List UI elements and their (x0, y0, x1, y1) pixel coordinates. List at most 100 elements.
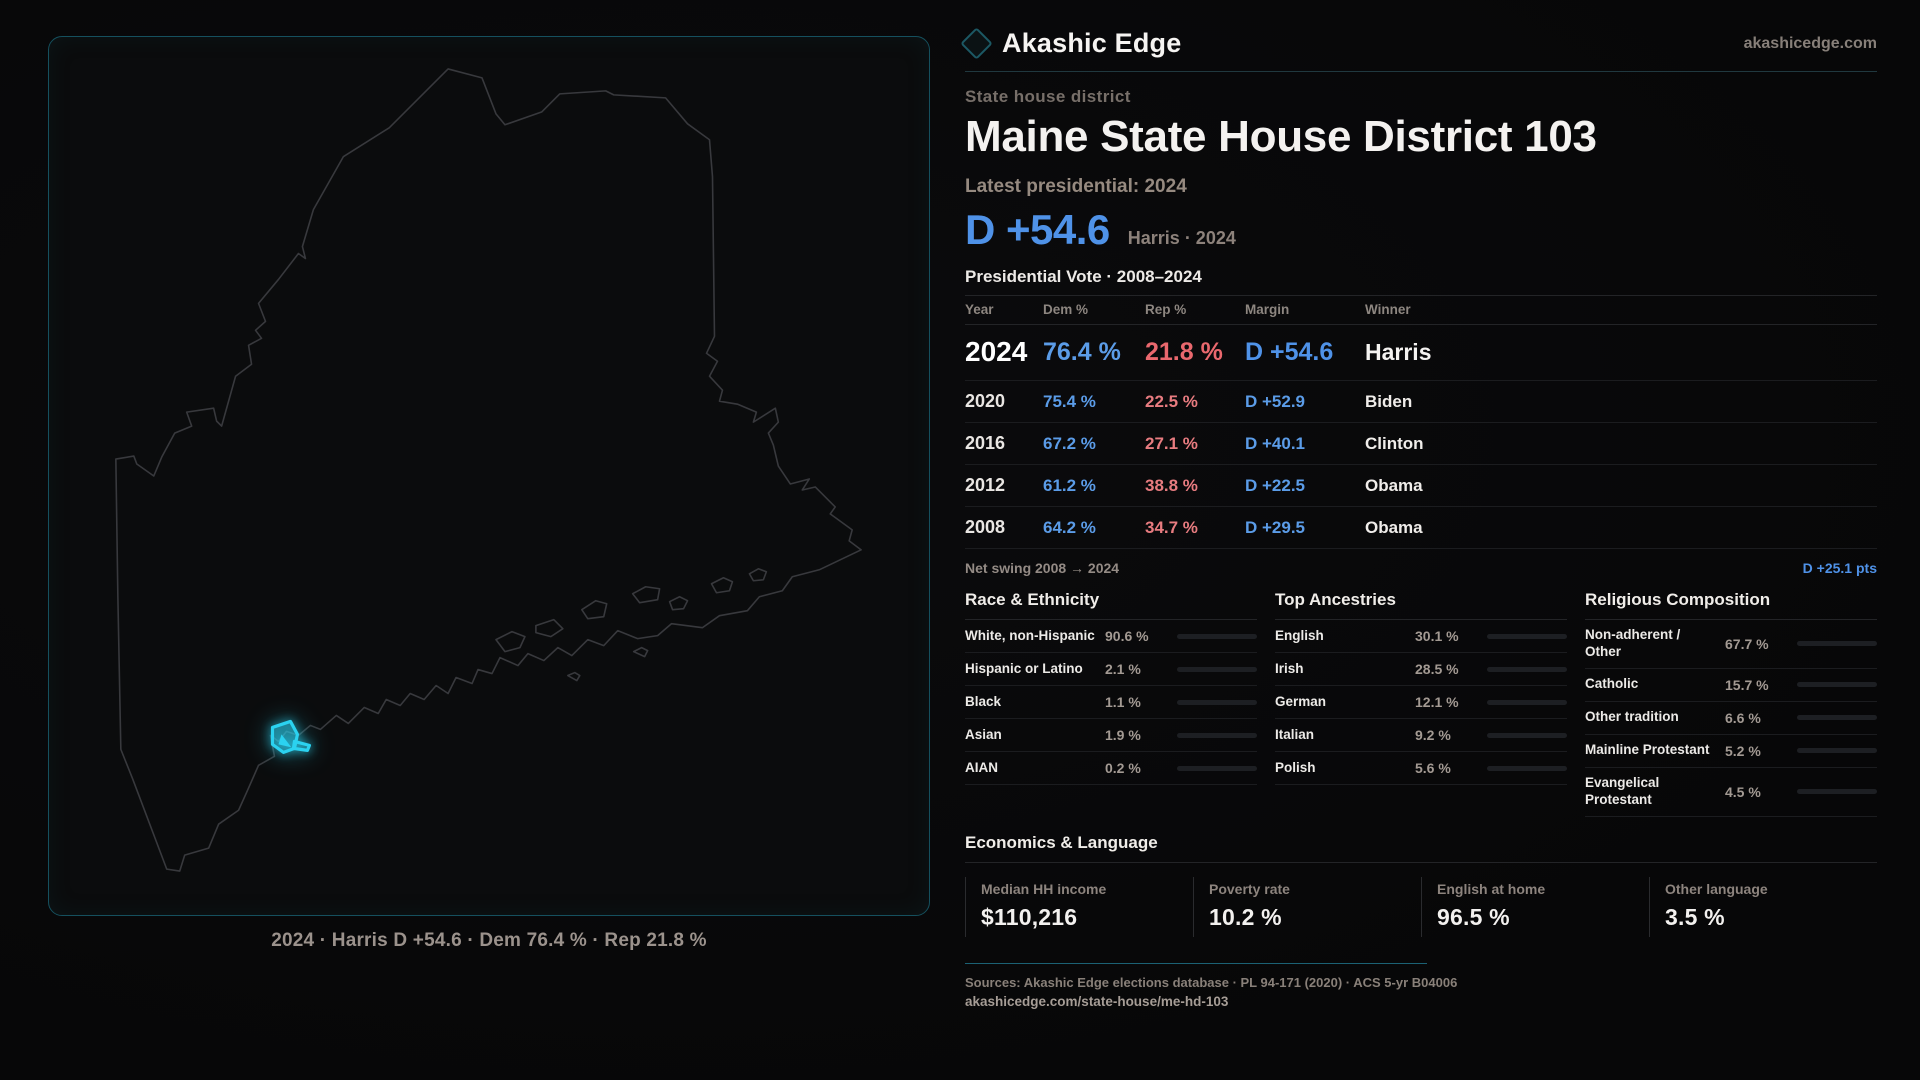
list-item: Mainline Protestant 5.2 % (1585, 735, 1877, 768)
list-item: Asian 1.9 % (965, 719, 1257, 752)
demo-bar (1797, 789, 1877, 795)
demo-value: 5.2 % (1725, 742, 1761, 759)
stat-poverty-rate: Poverty rate 10.2 % (1193, 876, 1421, 937)
presidential-vote-table: Year Dem % Rep % Margin Winner 2024 76.4… (965, 295, 1877, 549)
footer: Sources: Akashic Edge elections database… (965, 962, 1877, 1009)
stat-value: $110,216 (981, 903, 1078, 930)
demo-value: 12.1 % (1415, 694, 1459, 710)
race-ethnicity-column: Race & Ethnicity White, non-Hispanic 90.… (965, 590, 1257, 817)
demo-value: 0.2 % (1105, 760, 1141, 776)
permalink[interactable]: akashicedge.com/state-house/me-hd-103 (965, 993, 1229, 1009)
demo-bar (1797, 641, 1877, 647)
table-row: 2016 67.2 % 27.1 % D +40.1 Clinton (965, 422, 1877, 465)
cell-year: 2016 (965, 422, 1043, 465)
brand-domain-link[interactable]: akashicedge.com (1743, 34, 1877, 52)
cell-dem: 67.2 % (1043, 422, 1145, 465)
ancestries-title: Top Ancestries (1275, 590, 1567, 620)
cell-winner: Harris (1365, 324, 1877, 381)
demo-label: Evangelical Protestant (1585, 774, 1660, 807)
brand-diamond-icon (960, 27, 993, 60)
district-type-kicker: State house district (965, 87, 1131, 106)
cell-year: 2024 (965, 324, 1043, 381)
cell-winner: Obama (1365, 464, 1877, 507)
cell-margin: D +40.1 (1245, 422, 1365, 465)
demo-value: 5.6 % (1415, 760, 1451, 776)
demo-value: 4.5 % (1725, 783, 1761, 800)
cell-rep: 21.8 % (1145, 324, 1245, 381)
net-swing-label: Net swing 2008 → 2024 (965, 560, 1120, 576)
stat-value: 3.5 % (1665, 903, 1725, 930)
list-item: Hispanic or Latino 2.1 % (965, 653, 1257, 686)
col-header-year: Year (965, 295, 1043, 325)
maine-map-canvas (115, 68, 862, 872)
cell-dem: 61.2 % (1043, 464, 1145, 507)
demo-label: English (1275, 627, 1324, 643)
cell-year: 2012 (965, 464, 1043, 507)
demo-bar (1487, 633, 1567, 639)
list-item: AIAN 0.2 % (965, 752, 1257, 785)
demo-label: Other tradition (1585, 709, 1679, 725)
demo-bar (1487, 666, 1567, 672)
header: Akashic Edge akashicedge.com (960, 27, 1877, 72)
ancestries-column: Top Ancestries English 30.1 % Irish 28.5… (1275, 590, 1567, 817)
demo-bar (1487, 732, 1567, 738)
stat-label: Poverty rate (1209, 880, 1290, 897)
district-map-panel (48, 36, 930, 916)
col-header-margin: Margin (1245, 295, 1365, 325)
demo-value: 9.2 % (1415, 727, 1451, 743)
demo-value: 1.1 % (1105, 694, 1141, 710)
demo-label: Irish (1275, 660, 1304, 676)
demo-bar (1797, 682, 1877, 688)
stat-label: Median HH income (981, 880, 1107, 897)
sources-text: Sources: Akashic Edge elections database… (965, 974, 1458, 990)
demo-value: 15.7 % (1725, 676, 1769, 693)
list-item: Evangelical Protestant 4.5 % (1585, 768, 1877, 817)
cell-year: 2008 (965, 506, 1043, 549)
maine-state-outline (115, 68, 862, 872)
economics-title: Economics & Language (965, 833, 1877, 863)
stat-median-income: Median HH income $110,216 (965, 876, 1193, 937)
stat-label: English at home (1437, 880, 1546, 897)
cell-dem: 76.4 % (1043, 324, 1145, 381)
list-item: White, non-Hispanic 90.6 % (965, 620, 1257, 653)
demo-bar (1487, 699, 1567, 705)
footer-divider (965, 962, 1427, 964)
religion-title: Religious Composition (1585, 590, 1877, 620)
stat-other-language: Other language 3.5 % (1649, 876, 1877, 937)
col-header-rep: Rep % (1145, 295, 1245, 325)
demo-label: Black (965, 693, 1002, 709)
cell-dem: 64.2 % (1043, 506, 1145, 549)
demo-value: 67.7 % (1725, 635, 1769, 652)
demo-label: German (1275, 693, 1327, 709)
headline-margin: D +54.6 (965, 206, 1110, 253)
list-item: Black 1.1 % (965, 686, 1257, 719)
list-item: German 12.1 % (1275, 686, 1567, 719)
demo-value: 30.1 % (1415, 628, 1459, 644)
demo-value: 1.9 % (1105, 727, 1141, 743)
vote-table-title: Presidential Vote · 2008–2024 (965, 267, 1202, 286)
cell-winner: Clinton (1365, 422, 1877, 465)
demo-value: 2.1 % (1105, 661, 1141, 677)
demo-label: Polish (1275, 759, 1316, 775)
list-item: Italian 9.2 % (1275, 719, 1567, 752)
demo-label: Hispanic or Latino (965, 660, 1083, 676)
list-item: Polish 5.6 % (1275, 752, 1567, 785)
headline-detail: Harris · 2024 (1127, 228, 1236, 248)
demo-label: Catholic (1585, 676, 1639, 692)
brand-name: Akashic Edge (1002, 28, 1182, 58)
demo-bar (1487, 765, 1567, 771)
demo-bar (1177, 633, 1257, 639)
cell-dem: 75.4 % (1043, 380, 1145, 423)
demo-label: White, non-Hispanic (965, 627, 1095, 643)
demo-label: Mainline Protestant (1585, 742, 1710, 758)
cell-margin: D +54.6 (1245, 324, 1365, 381)
demo-label: AIAN (965, 759, 998, 775)
economics-section: Economics & Language Median HH income $1… (965, 833, 1877, 937)
table-row: 2012 61.2 % 38.8 % D +22.5 Obama (965, 464, 1877, 507)
list-item: Other tradition 6.6 % (1585, 702, 1877, 735)
cell-rep: 22.5 % (1145, 380, 1245, 423)
latest-presidential-label: Latest presidential: 2024 (965, 176, 1187, 197)
headline-result: D +54.6 Harris · 2024 (965, 206, 1877, 254)
col-header-dem: Dem % (1043, 295, 1145, 325)
religion-column: Religious Composition Non-adherent / Oth… (1585, 590, 1877, 817)
